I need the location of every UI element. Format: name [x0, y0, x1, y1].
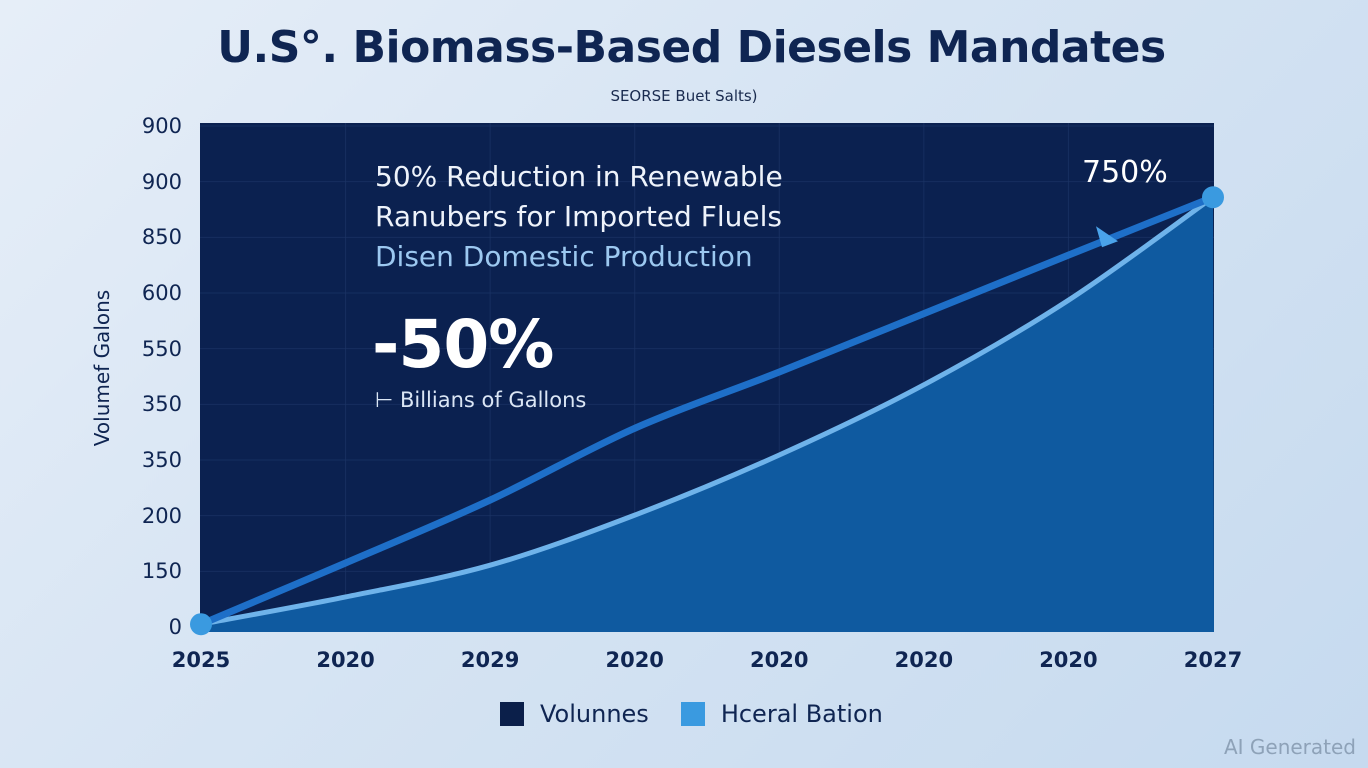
- x-tick-label: 2029: [460, 648, 520, 672]
- annotation-headline-1: 50% Reduction in Renewable: [375, 160, 783, 193]
- y-tick-label: 350: [141, 392, 182, 417]
- y-tick-label: 900: [141, 114, 182, 138]
- chart-legend: Volunnes Hceral Bation: [500, 700, 901, 728]
- line-series-point: [190, 613, 212, 636]
- legend-label-volumes: Volunnes: [540, 700, 649, 728]
- line-series-path: [197, 193, 1217, 628]
- y-tick-label: 900: [141, 169, 182, 194]
- annotation-headline-2: Ranubers for Imported Fluels: [375, 200, 782, 233]
- annotation-unit-label: ⊢ Billians of Gallons: [375, 388, 587, 412]
- y-tick-label: 350: [141, 448, 182, 472]
- x-tick-label: 2020: [605, 648, 664, 672]
- y-tick-label: 550: [141, 336, 182, 361]
- line-series-point: [1202, 186, 1224, 209]
- x-tick-label: 2025: [171, 648, 231, 672]
- chart-subtitle: SEORSE Buet Salts): [610, 87, 758, 105]
- chart-title: U.S°. Biomass-Based Diesels Mandates: [217, 22, 1166, 73]
- area-series-fill: [200, 197, 1214, 632]
- ai-generated-watermark: AI Generated: [1223, 735, 1356, 759]
- y-tick-label: 600: [141, 281, 182, 305]
- x-tick-label: 2020: [1039, 648, 1098, 672]
- y-tick-label: 200: [141, 503, 182, 528]
- x-tick-label: 2027: [1183, 648, 1243, 672]
- y-tick-label: 850: [141, 225, 182, 250]
- annotation-headline-3: Disen Domestic Production: [375, 240, 753, 273]
- legend-item-volumes: Volunnes: [500, 700, 649, 728]
- x-tick-label: 2020: [894, 648, 954, 672]
- y-tick-label: 150: [141, 559, 182, 584]
- x-tick-label: 2020: [316, 648, 375, 672]
- area-series-line: [198, 194, 1216, 627]
- end-value-label: 750%: [1082, 155, 1168, 190]
- legend-swatch-volumes: [500, 702, 524, 726]
- legend-swatch-hceral-bation: [680, 702, 705, 726]
- legend-label-hceral-bation: Hceral Bation: [720, 700, 883, 728]
- x-tick-label: 2020: [750, 648, 809, 672]
- y-tick-label: 0: [168, 615, 182, 639]
- legend-item-hceral-bation: Hceral Bation: [680, 700, 883, 728]
- annotation-big-value: -50%: [372, 306, 554, 383]
- trend-arrow-head-icon: [1096, 226, 1118, 248]
